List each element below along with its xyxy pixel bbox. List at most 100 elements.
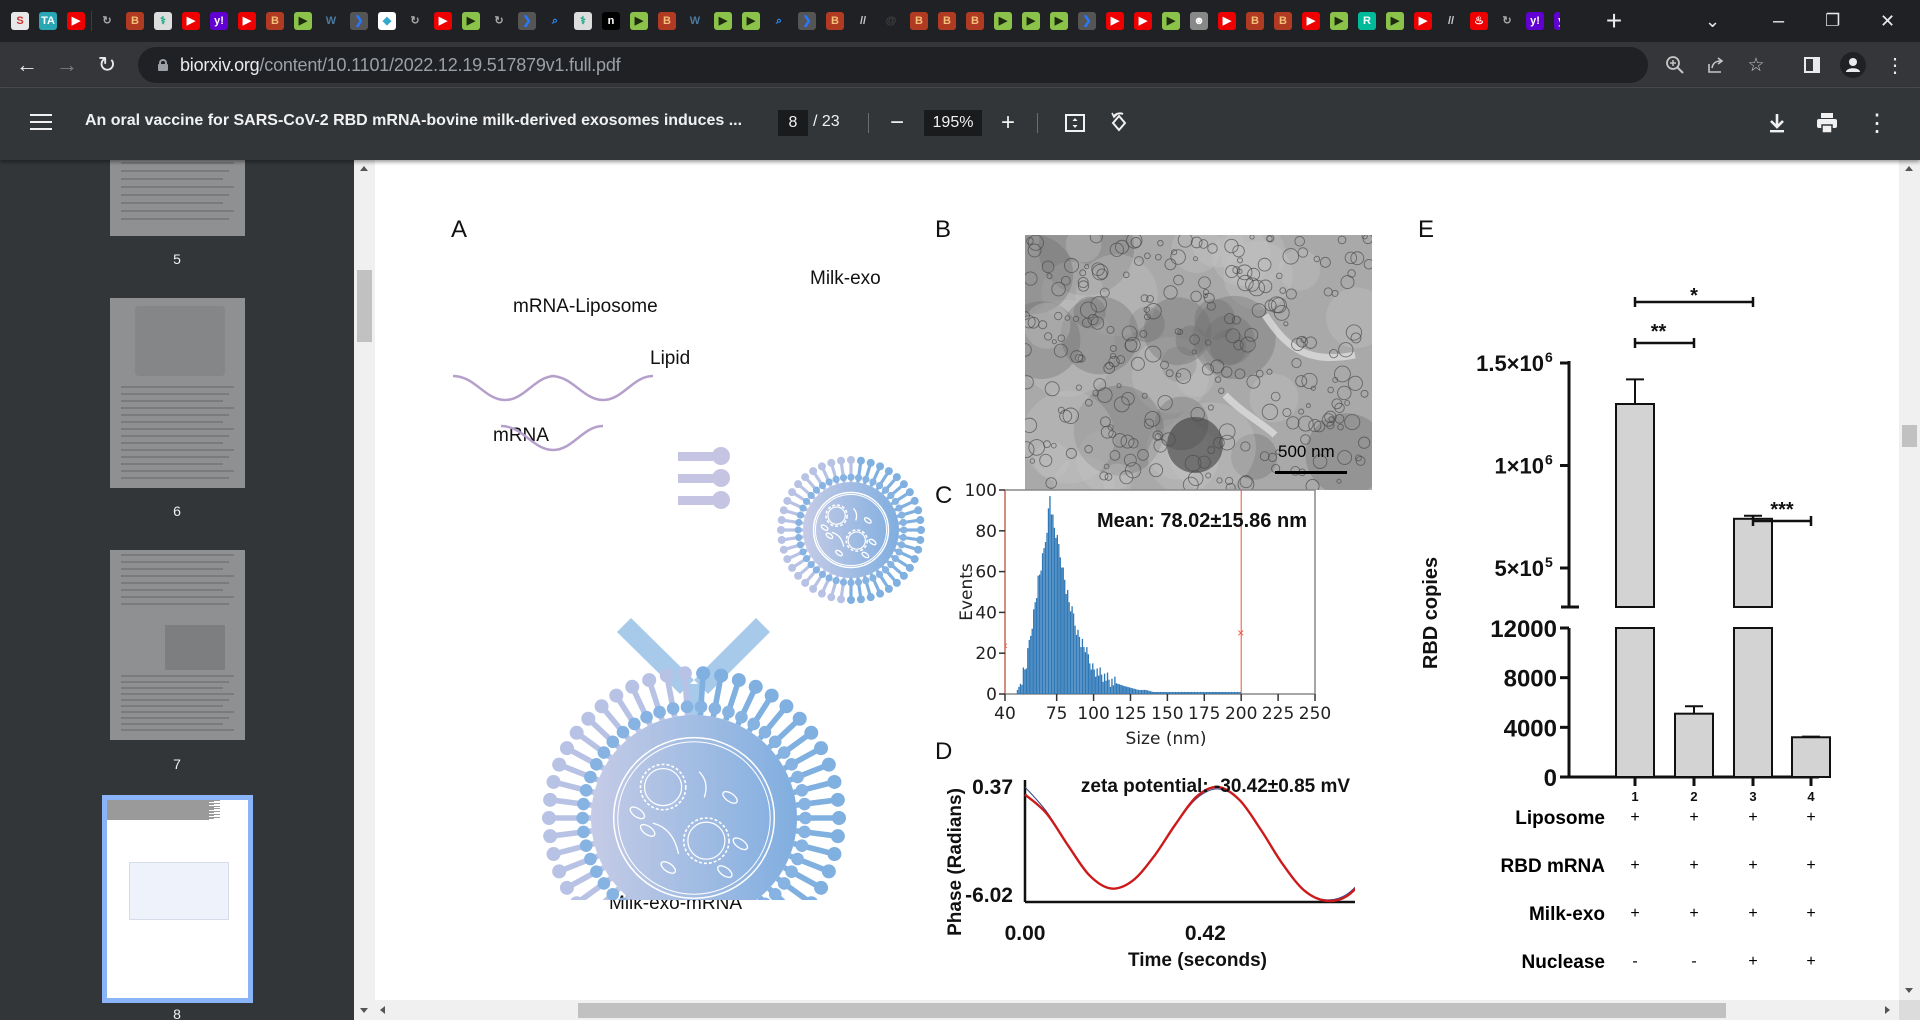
scroll-left-arrow-icon[interactable] — [380, 1006, 385, 1014]
back-button[interactable]: ← — [12, 50, 42, 80]
yahoo-icon[interactable]: y! — [210, 12, 228, 30]
reload-button[interactable]: ↻ — [92, 50, 122, 80]
owl-icon[interactable]: ☻ — [1190, 12, 1208, 30]
b-icon[interactable]: B — [910, 12, 928, 30]
youtube-icon[interactable]: ▶ — [1106, 12, 1124, 30]
page-number-input[interactable]: 8 — [778, 110, 808, 136]
play-icon[interactable]: ▶ — [1330, 12, 1348, 30]
youtube-icon[interactable]: ▶ — [1302, 12, 1320, 30]
play-icon[interactable]: ▶ — [1386, 12, 1404, 30]
play-icon[interactable]: ▶ — [462, 12, 480, 30]
slash-icon[interactable]: // — [1447, 14, 1455, 27]
exosome-particle — [1300, 434, 1311, 445]
youtube-icon[interactable]: ▶ — [1414, 12, 1432, 30]
pill-icon[interactable]: ⚕ — [154, 12, 172, 30]
wp-icon[interactable]: W — [325, 14, 337, 27]
search-icon[interactable]: ⌕ — [551, 14, 559, 27]
profile-button[interactable] — [1838, 50, 1868, 80]
forward-button[interactable]: → — [52, 50, 82, 80]
play-icon[interactable]: ▶ — [1022, 12, 1040, 30]
refresh-site-icon[interactable]: ↻ — [410, 14, 420, 27]
zoom-level-input[interactable]: 195% — [924, 110, 982, 136]
b-icon[interactable]: B — [938, 12, 956, 30]
page-vertical-scrollbar[interactable] — [1899, 160, 1920, 1000]
zoom-indicator-button[interactable] — [1660, 47, 1690, 83]
b-icon[interactable]: B — [1246, 12, 1264, 30]
url-input[interactable]: biorxiv.org/content/10.1101/2022.12.19.5… — [138, 47, 1765, 83]
play-icon[interactable]: ▶ — [630, 12, 648, 30]
refresh-site-icon[interactable]: ↻ — [1502, 14, 1512, 27]
scroll-down-arrow-icon[interactable] — [360, 1008, 368, 1013]
tab-icon[interactable]: TA — [39, 12, 57, 30]
scroll-down-arrow-icon[interactable] — [1905, 988, 1913, 993]
horizontal-scrollbar-thumb[interactable] — [578, 1003, 1726, 1018]
new-tab-button[interactable]: + — [1585, 0, 1629, 42]
page-scrollbar-thumb[interactable] — [1902, 425, 1917, 447]
chevron-icon[interactable]: ❯ — [1078, 12, 1096, 30]
play-icon[interactable]: ▶ — [742, 12, 760, 30]
bookmark-star-button[interactable]: ☆ — [1741, 47, 1771, 83]
play-icon[interactable]: ▶ — [1050, 12, 1068, 30]
thumbnail-page-8-selected[interactable] — [102, 795, 253, 1003]
page-horizontal-scrollbar[interactable] — [375, 1000, 1899, 1020]
wp-icon[interactable]: W — [689, 14, 701, 27]
b-icon[interactable]: B — [1274, 12, 1292, 30]
side-panel-button[interactable] — [1797, 50, 1827, 80]
chevron-icon[interactable]: ❯ — [350, 12, 368, 30]
print-button[interactable] — [1812, 108, 1842, 138]
scroll-up-arrow-icon[interactable] — [1905, 166, 1913, 171]
play-icon[interactable]: ▶ — [294, 12, 312, 30]
fire-icon[interactable]: ♨ — [1470, 12, 1488, 30]
minimize-button[interactable]: – — [1773, 0, 1784, 42]
close-window-button[interactable]: ✕ — [1880, 0, 1895, 42]
thumbnail-page-6[interactable] — [110, 298, 245, 488]
app-icon[interactable]: S — [11, 12, 29, 30]
scroll-right-arrow-icon[interactable] — [1885, 1006, 1890, 1014]
zoom-in-button[interactable]: + — [993, 108, 1023, 138]
sidebar-scrollbar[interactable] — [354, 160, 375, 1020]
yahoo-icon[interactable]: y! — [1526, 12, 1544, 30]
yahoo-icon[interactable]: y! — [1554, 12, 1560, 30]
b-icon[interactable]: B — [658, 12, 676, 30]
youtube-icon[interactable]: ▶ — [434, 12, 452, 30]
thumbnail-page-7[interactable] — [110, 550, 245, 740]
refresh-site-icon[interactable]: ↻ — [494, 14, 504, 27]
sidebar-toggle-button[interactable] — [30, 114, 52, 132]
share-button[interactable] — [1701, 47, 1731, 83]
play-icon[interactable]: ▶ — [714, 12, 732, 30]
play-icon[interactable]: ▶ — [1162, 12, 1180, 30]
pill-icon[interactable]: ⚕ — [574, 12, 592, 30]
fit-page-button[interactable] — [1060, 108, 1090, 138]
youtube-icon[interactable]: ▶ — [1134, 12, 1152, 30]
spiral-icon[interactable]: @ — [885, 14, 897, 27]
tab-search-button[interactable]: ⌄ — [1705, 0, 1720, 42]
youtube-icon[interactable]: ▶ — [1218, 12, 1236, 30]
play-icon[interactable]: ▶ — [994, 12, 1012, 30]
r-icon[interactable]: R — [1358, 12, 1376, 30]
slash-icon[interactable]: // — [859, 14, 867, 27]
rotate-button[interactable] — [1104, 108, 1134, 138]
histogram-bar — [1027, 648, 1029, 694]
exosome-particle — [1025, 343, 1032, 357]
b-icon[interactable]: B — [266, 12, 284, 30]
search-icon[interactable]: ⌕ — [775, 14, 783, 27]
zoom-out-button[interactable]: − — [882, 108, 912, 138]
thumbnail-page-5[interactable] — [110, 160, 245, 236]
browser-menu-button[interactable]: ⋮ — [1880, 50, 1910, 80]
b-icon[interactable]: B — [966, 12, 984, 30]
sidebar-scrollbar-thumb[interactable] — [357, 270, 372, 342]
restore-button[interactable]: ❐ — [1825, 0, 1840, 42]
download-button[interactable] — [1762, 108, 1792, 138]
b-icon[interactable]: B — [126, 12, 144, 30]
youtube-icon[interactable]: ▶ — [238, 12, 256, 30]
youtube-icon[interactable]: ▶ — [182, 12, 200, 30]
chevron-icon[interactable]: ❯ — [798, 12, 816, 30]
b-icon[interactable]: B — [826, 12, 844, 30]
checker-icon[interactable]: ◆ — [378, 12, 396, 30]
n-icon[interactable]: n — [602, 12, 620, 30]
youtube-icon[interactable]: ▶ — [67, 12, 85, 30]
refresh-site-icon[interactable]: ↻ — [102, 14, 112, 27]
scroll-up-arrow-icon[interactable] — [360, 166, 368, 171]
chevron-icon[interactable]: ❯ — [518, 12, 536, 30]
more-actions-button[interactable]: ⋮ — [1862, 108, 1892, 138]
